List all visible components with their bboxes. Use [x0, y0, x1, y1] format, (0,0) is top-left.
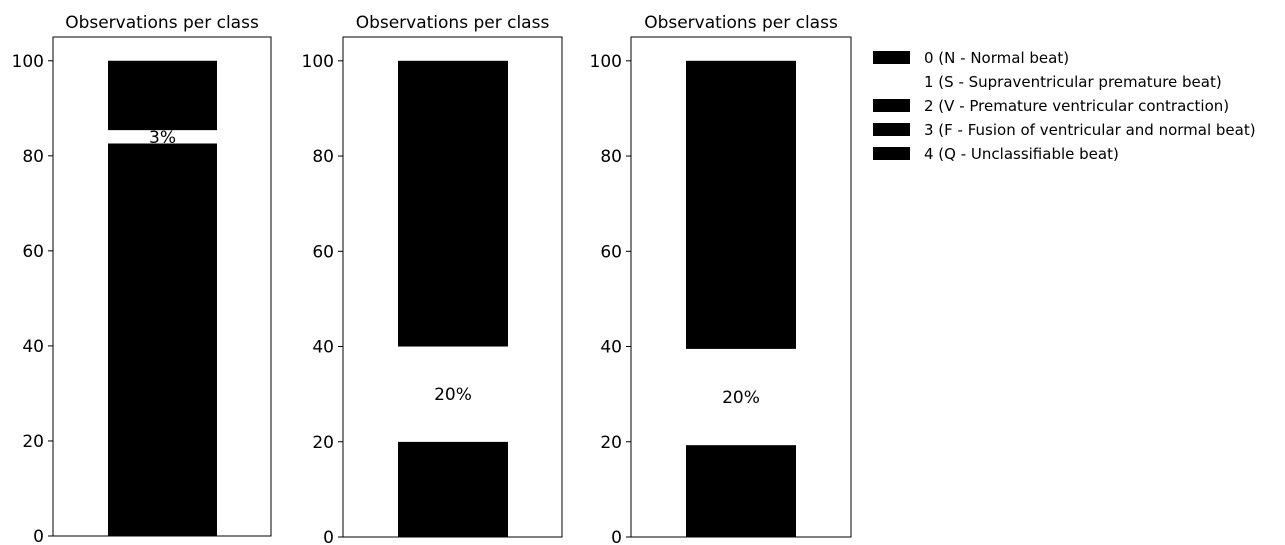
legend-item-4: 4 (Q - Unclassifiable beat)	[873, 145, 1119, 163]
y-tick-label: 20	[22, 432, 44, 452]
bar-segment-class-1	[398, 346, 508, 442]
legend: 0 (N - Normal beat) 1 (S - Supraventricul…	[873, 49, 1256, 163]
legend-item-3: 3 (F - Fusion of ventricular and normal …	[873, 121, 1256, 139]
bar-segment-class-0	[686, 445, 796, 537]
bar-segment-class-0	[108, 143, 217, 536]
percent-label: 20%	[434, 385, 472, 405]
chart-title: Observations per class	[644, 13, 838, 33]
legend-swatch	[873, 123, 910, 136]
bar-segment-class-2	[686, 60, 796, 349]
y-tick-label: 60	[312, 242, 334, 262]
legend-swatch	[873, 99, 910, 112]
bar-segment-class-1	[686, 348, 796, 446]
y-tick-label: 60	[22, 242, 44, 262]
y-tick-label: 40	[312, 338, 334, 358]
legend-label: 2 (V - Premature ventricular contraction…	[924, 97, 1229, 115]
chart-panel-1: Observations per class 3% 0 20 40 60 80 100	[12, 13, 272, 545]
y-tick-label: 20	[312, 433, 334, 453]
y-tick-label: 20	[600, 433, 622, 453]
bar-segment-class-2	[398, 60, 508, 347]
y-tick-label: 100	[590, 52, 622, 72]
axes-frame	[630, 36, 852, 538]
legend-item-1: 1 (S - Supraventricular premature beat)	[873, 73, 1222, 91]
bar-segment-class-0	[398, 441, 508, 537]
legend-label: 1 (S - Supraventricular premature beat)	[924, 73, 1222, 91]
y-tick-label: 0	[33, 527, 44, 545]
y-tick-label: 100	[12, 52, 44, 72]
axes-frame	[52, 36, 272, 537]
y-tick-label: 80	[600, 147, 622, 167]
legend-swatch	[873, 51, 910, 64]
legend-label: 4 (Q - Unclassifiable beat)	[924, 145, 1119, 163]
y-tick-label: 60	[600, 242, 622, 262]
legend-swatch	[873, 75, 910, 88]
y-tick-label: 0	[611, 528, 622, 545]
chart-title: Observations per class	[65, 13, 259, 33]
legend-item-0: 0 (N - Normal beat)	[873, 49, 1069, 67]
bar-segment-class-2	[108, 60, 217, 131]
legend-item-2: 2 (V - Premature ventricular contraction…	[873, 97, 1229, 115]
y-tick-label: 80	[312, 147, 334, 167]
legend-swatch	[873, 147, 910, 160]
y-tick-label: 0	[323, 528, 334, 545]
chart-panel-3: Observations per class 20% 0 20 40 60 80 100	[590, 13, 852, 545]
chart-panel-2: Observations per class 20% 0 20 40 60 80 100	[302, 13, 563, 545]
percent-label: 20%	[722, 388, 760, 408]
y-tick-label: 40	[22, 337, 44, 357]
y-tick-label: 100	[302, 52, 334, 72]
axes-frame	[342, 36, 563, 538]
percent-label: 3%	[149, 128, 176, 148]
legend-label: 3 (F - Fusion of ventricular and normal …	[924, 121, 1256, 139]
y-tick-label: 40	[600, 338, 622, 358]
y-tick-label: 80	[22, 147, 44, 167]
bar-segment-class-1	[108, 130, 217, 144]
legend-label: 0 (N - Normal beat)	[924, 49, 1069, 67]
chart-panels: Observations per class3%020406080100Obse…	[12, 13, 852, 545]
chart-title: Observations per class	[356, 13, 550, 33]
